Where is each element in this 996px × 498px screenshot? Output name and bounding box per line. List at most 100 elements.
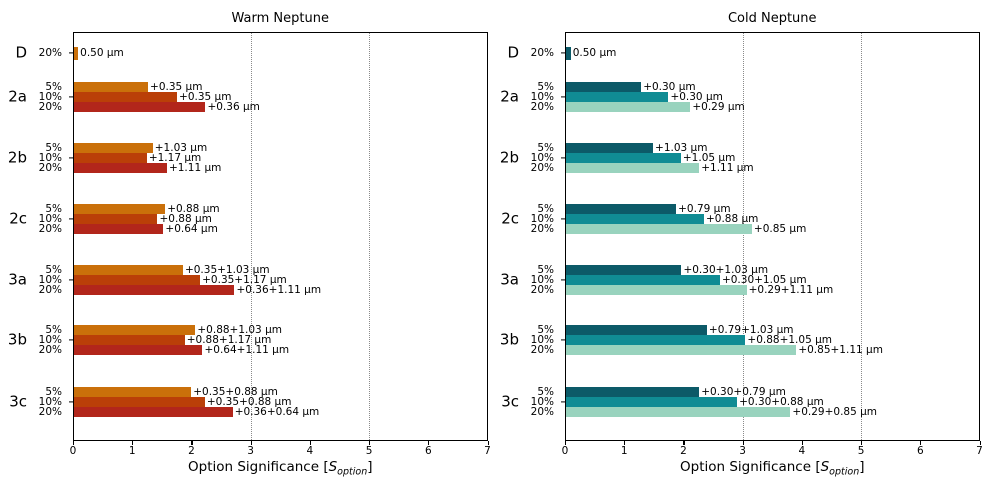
series-label-3c-10%: 10% [530, 395, 554, 408]
bar-2b-20% [74, 163, 167, 174]
x-tick [309, 441, 312, 445]
series-label-2c-20%: 20% [530, 222, 554, 235]
series-label-3b-20%: 20% [530, 344, 554, 357]
bar-annotation-3b-5%: +0.79+1.03 μm [708, 323, 794, 336]
bar-3c-10% [566, 397, 738, 408]
x-tick-label: 6 [916, 445, 924, 457]
group-label-D: D [507, 43, 519, 62]
x-tick [250, 441, 252, 445]
bar-D-20% [74, 47, 79, 60]
bar-annotation-3b-20%: +0.64+1.11 μm [204, 344, 290, 357]
bar-annotation-2a-20%: +0.29 μm [692, 101, 745, 114]
bar-annotation-2b-20%: +1.11 μm [701, 162, 754, 175]
series-label-3c-5%: 5% [537, 385, 554, 398]
threshold-gridline-5 [861, 32, 863, 440]
x-tick [742, 441, 744, 445]
bar-annotation-3b-20%: +0.85+1.11 μm [798, 344, 883, 357]
group-label-2b: 2b [7, 148, 27, 167]
bar-2a-5% [74, 82, 149, 93]
bar-2c-20% [74, 223, 164, 234]
series-label-3c-20%: 20% [530, 406, 554, 419]
y-tick [561, 339, 565, 341]
bar-2c-5% [74, 203, 166, 214]
bar-annotation-2a-5%: +0.30 μm [643, 80, 696, 93]
bar-annotation-2b-10%: +1.17 μm [148, 151, 202, 164]
bar-annotation-2a-10%: +0.35 μm [179, 90, 232, 103]
y-tick [69, 96, 73, 98]
bar-2b-5% [566, 143, 654, 154]
group-label-2a: 2a [500, 87, 519, 106]
bar-2a-20% [74, 102, 206, 113]
series-label-3b-10%: 10% [530, 333, 554, 346]
group-label-D: D [15, 43, 27, 62]
y-tick [69, 52, 73, 54]
series-label-3b-5%: 5% [537, 323, 554, 336]
bar-3a-10% [566, 274, 720, 285]
series-label-3a-5%: 5% [537, 263, 554, 276]
series-label-2a-20%: 20% [530, 101, 554, 114]
bar-3c-10% [74, 397, 205, 408]
series-label-D-20%: 20% [38, 47, 62, 59]
bar-annotation-3c-5%: +0.35+0.88 μm [193, 385, 278, 398]
series-label-3c-10%: 10% [38, 395, 62, 408]
bar-annotation-3b-10%: +0.88+1.05 μm [747, 333, 833, 346]
y-tick [69, 218, 73, 220]
bar-annotation-3c-20%: +0.29+0.85 μm [792, 406, 878, 419]
series-label-2b-20%: 20% [38, 162, 62, 175]
panel-warm-neptune: Warm Neptune Option Significance [Soptio… [7, 11, 491, 478]
x-tick-label: 6 [424, 445, 432, 457]
x-tick [920, 441, 922, 445]
bar-annotation-2c-5%: +0.79 μm [678, 202, 731, 215]
series-label-2c-20%: 20% [38, 222, 62, 235]
bar-D-20% [566, 47, 571, 60]
bar-2c-10% [74, 213, 158, 224]
series-label-2c-5%: 5% [45, 202, 62, 215]
chart-title-cold: Cold Neptune [727, 11, 817, 26]
bar-3b-20% [74, 345, 203, 356]
bar-3c-20% [74, 407, 233, 418]
bar-annotation-2c-20%: +0.85 μm [753, 222, 807, 235]
bar-annotation-2b-5%: +1.03 μm [154, 141, 208, 154]
group-label-3a: 3a [8, 270, 27, 289]
series-label-D-20%: 20% [530, 47, 554, 59]
y-tick [561, 96, 565, 98]
x-tick-label: 4 [306, 445, 314, 457]
series-label-2b-10%: 10% [530, 151, 554, 164]
bar-annotation-3a-10%: +0.35+1.17 μm [202, 273, 287, 286]
group-label-2c: 2c [501, 209, 519, 228]
bar-annotation-2c-5%: +0.88 μm [167, 202, 220, 215]
bar-annotation-2a-10%: +0.30 μm [670, 90, 723, 103]
bar-annotation-3c-20%: +0.36+0.64 μm [234, 406, 320, 419]
bar-2b-20% [566, 163, 700, 174]
y-tick [561, 157, 565, 159]
bar-annotation-2b-20%: +1.11 μm [168, 162, 222, 175]
x-tick [683, 441, 685, 445]
bar-2a-10% [74, 92, 178, 103]
x-tick [861, 441, 863, 445]
series-label-2b-5%: 5% [537, 141, 554, 154]
x-tick-label: 7 [976, 445, 983, 457]
series-label-2b-20%: 20% [530, 162, 554, 175]
bar-2c-20% [566, 223, 752, 234]
bar-3a-20% [74, 284, 235, 295]
bar-3b-10% [74, 335, 185, 346]
bar-annotation-3a-20%: +0.36+1.11 μm [236, 283, 322, 296]
group-label-3c: 3c [9, 392, 27, 411]
bar-annotation-2b-5%: +1.03 μm [655, 141, 708, 154]
bar-3c-5% [74, 387, 192, 398]
bar-annotation-2c-10%: +0.88 μm [705, 212, 759, 225]
bar-annotation-2b-10%: +1.05 μm [682, 151, 736, 164]
x-tick-label: 0 [69, 445, 77, 457]
bar-2b-10% [74, 153, 147, 164]
bar-annotation-D-20%: 0.50 μm [572, 47, 617, 59]
x-tick [565, 441, 567, 445]
series-label-2b-5%: 5% [45, 141, 62, 154]
series-label-2c-10%: 10% [38, 212, 62, 225]
x-axis-label-warm: Option Significance [Soption] [188, 459, 373, 478]
bar-annotation-3c-10%: +0.30+0.88 μm [739, 395, 824, 408]
chart-title-warm: Warm Neptune [231, 11, 329, 26]
bar-2a-20% [566, 102, 691, 113]
bar-3b-10% [566, 335, 746, 346]
x-tick-label: 5 [857, 445, 865, 457]
bar-3a-10% [74, 274, 201, 285]
